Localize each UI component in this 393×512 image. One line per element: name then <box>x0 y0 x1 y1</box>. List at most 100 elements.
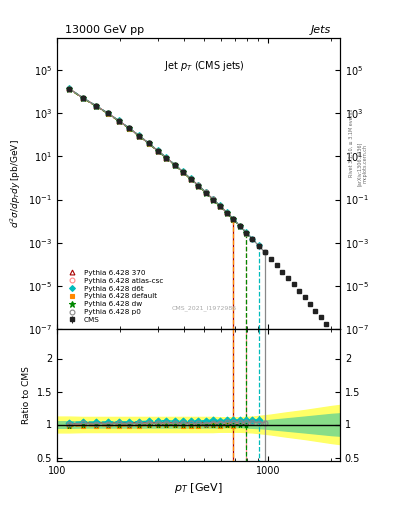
Pythia 6.428 d6t <box>127 125 132 131</box>
Pythia 6.428 dw <box>146 140 151 146</box>
Pythia 6.428 370 <box>231 216 236 222</box>
Pythia 6.428 dw <box>196 183 200 189</box>
Pythia 6.428 atlas-csc <box>244 230 248 236</box>
Pythia 6.428 370 <box>164 155 169 161</box>
Pythia 6.428 d6t <box>224 209 229 216</box>
Pythia 6.428 p0 <box>127 125 132 131</box>
Pythia 6.428 p0 <box>94 103 98 109</box>
Pythia 6.428 d6t <box>237 222 242 228</box>
Pythia 6.428 p0 <box>263 249 267 255</box>
Pythia 6.428 default <box>231 217 236 223</box>
Pythia 6.428 atlas-csc <box>237 223 242 229</box>
X-axis label: $p_T$ [GeV]: $p_T$ [GeV] <box>174 481 223 495</box>
Pythia 6.428 dw <box>210 197 215 203</box>
Pythia 6.428 dw <box>231 216 236 222</box>
Pythia 6.428 370 <box>203 189 208 195</box>
Pythia 6.428 370 <box>137 133 141 139</box>
Pythia 6.428 default <box>137 133 141 139</box>
Y-axis label: $d^{2}\sigma/dp_{T}dy\,\mathrm{[pb/GeV]}$: $d^{2}\sigma/dp_{T}dy\,\mathrm{[pb/GeV]}… <box>8 139 22 228</box>
Text: 13000 GeV pp: 13000 GeV pp <box>66 25 145 35</box>
Pythia 6.428 dw <box>137 133 141 139</box>
Pythia 6.428 p0 <box>105 110 110 116</box>
Pythia 6.428 atlas-csc <box>224 209 229 216</box>
Pythia 6.428 dw <box>105 111 110 117</box>
Pythia 6.428 atlas-csc <box>105 110 110 116</box>
Pythia 6.428 p0 <box>67 86 72 92</box>
Pythia 6.428 atlas-csc <box>137 133 141 139</box>
Pythia 6.428 p0 <box>203 189 208 196</box>
Pythia 6.428 dw <box>173 162 177 168</box>
Pythia 6.428 370 <box>146 140 151 146</box>
Pythia 6.428 p0 <box>217 203 222 209</box>
Pythia 6.428 p0 <box>164 155 169 161</box>
Pythia 6.428 dw <box>180 169 185 175</box>
Pythia 6.428 atlas-csc <box>116 118 121 124</box>
Pythia 6.428 dw <box>217 203 222 209</box>
Pythia 6.428 p0 <box>137 133 141 139</box>
Pythia 6.428 dw <box>155 148 160 154</box>
Pythia 6.428 d6t <box>180 168 185 175</box>
Pythia 6.428 370 <box>196 182 200 188</box>
Pythia 6.428 d6t <box>250 236 255 242</box>
Pythia 6.428 dw <box>81 95 85 101</box>
Pythia 6.428 dw <box>67 86 72 92</box>
Pythia 6.428 d6t <box>173 161 177 167</box>
Line: Pythia 6.428 dw: Pythia 6.428 dw <box>66 86 249 236</box>
Pythia 6.428 atlas-csc <box>127 125 132 132</box>
Pythia 6.428 atlas-csc <box>173 162 177 168</box>
Pythia 6.428 dw <box>237 223 242 229</box>
Pythia 6.428 default <box>180 169 185 175</box>
Pythia 6.428 370 <box>180 168 185 175</box>
Pythia 6.428 p0 <box>244 229 248 236</box>
Pythia 6.428 d6t <box>188 176 193 182</box>
Pythia 6.428 p0 <box>224 209 229 216</box>
Pythia 6.428 atlas-csc <box>188 176 193 182</box>
Pythia 6.428 370 <box>67 86 72 92</box>
Line: Pythia 6.428 d6t: Pythia 6.428 d6t <box>67 87 261 247</box>
Pythia 6.428 dw <box>244 230 248 236</box>
Text: [arXiv:1306.3436]: [arXiv:1306.3436] <box>357 142 362 186</box>
Pythia 6.428 p0 <box>250 236 255 242</box>
Pythia 6.428 d6t <box>203 189 208 195</box>
Pythia 6.428 atlas-csc <box>180 169 185 175</box>
Pythia 6.428 atlas-csc <box>155 148 160 154</box>
Pythia 6.428 d6t <box>105 110 110 116</box>
Pythia 6.428 default <box>105 111 110 117</box>
Pythia 6.428 370 <box>94 103 98 109</box>
Pythia 6.428 p0 <box>116 118 121 124</box>
Pythia 6.428 370 <box>224 209 229 216</box>
Pythia 6.428 370 <box>155 147 160 154</box>
Line: Pythia 6.428 p0: Pythia 6.428 p0 <box>66 86 267 254</box>
Pythia 6.428 p0 <box>188 176 193 182</box>
Pythia 6.428 default <box>127 125 132 132</box>
Pythia 6.428 d6t <box>155 147 160 154</box>
Pythia 6.428 p0 <box>210 196 215 202</box>
Text: Jet $p_T$ (CMS jets): Jet $p_T$ (CMS jets) <box>164 59 244 73</box>
Pythia 6.428 p0 <box>180 168 185 175</box>
Pythia 6.428 p0 <box>256 243 261 249</box>
Pythia 6.428 default <box>155 148 160 154</box>
Pythia 6.428 p0 <box>231 216 236 222</box>
Pythia 6.428 dw <box>203 189 208 196</box>
Pythia 6.428 d6t <box>210 196 215 202</box>
Pythia 6.428 default <box>146 140 151 146</box>
Pythia 6.428 370 <box>81 95 85 101</box>
Pythia 6.428 d6t <box>94 102 98 109</box>
Pythia 6.428 atlas-csc <box>231 216 236 222</box>
Pythia 6.428 p0 <box>196 182 200 188</box>
Legend: Pythia 6.428 370, Pythia 6.428 atlas-csc, Pythia 6.428 d6t, Pythia 6.428 default: Pythia 6.428 370, Pythia 6.428 atlas-csc… <box>61 268 165 325</box>
Pythia 6.428 default <box>94 103 98 109</box>
Pythia 6.428 default <box>203 189 208 196</box>
Line: Pythia 6.428 atlas-csc: Pythia 6.428 atlas-csc <box>66 86 249 235</box>
Pythia 6.428 default <box>116 118 121 124</box>
Pythia 6.428 370 <box>217 203 222 209</box>
Pythia 6.428 atlas-csc <box>210 196 215 202</box>
Pythia 6.428 d6t <box>116 117 121 123</box>
Pythia 6.428 370 <box>127 125 132 131</box>
Text: Rivet 3.1.10, ≥ 3.1M events: Rivet 3.1.10, ≥ 3.1M events <box>349 109 354 178</box>
Pythia 6.428 370 <box>116 118 121 124</box>
Pythia 6.428 atlas-csc <box>217 203 222 209</box>
Pythia 6.428 default <box>188 176 193 182</box>
Pythia 6.428 atlas-csc <box>81 95 85 101</box>
Line: Pythia 6.428 default: Pythia 6.428 default <box>66 87 236 222</box>
